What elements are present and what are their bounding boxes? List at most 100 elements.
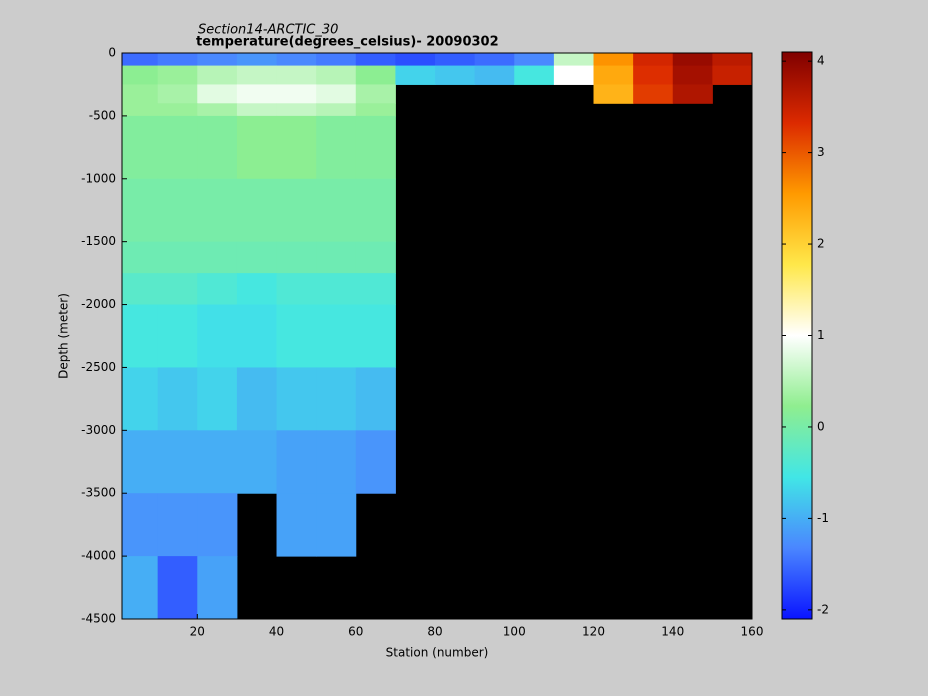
heatmap-cell [197,241,238,274]
heatmap-cell [122,115,159,180]
heatmap-cell [236,304,278,368]
heatmap-cell [157,493,198,557]
y-tick-label: -3500 [81,486,116,500]
heatmap-cell [355,430,396,494]
heatmap-cell [157,178,198,243]
colorbar-tick-label: 0 [817,419,825,433]
heatmap-cell [316,273,357,306]
x-tick-label: 60 [348,625,363,639]
heatmap-cell [122,273,159,306]
heatmap-cell [276,178,317,243]
y-tick-label: -500 [89,108,116,122]
heatmap-cell [122,304,159,368]
heatmap-cell [395,53,436,67]
y-tick-label: -1000 [81,171,116,185]
y-axis-label: Depth (meter) [57,293,71,379]
heatmap-cell [276,53,317,67]
heatmap-cell [276,493,317,557]
heatmap-cell [672,84,713,104]
heatmap-cell [236,84,278,104]
heatmap-cell [514,65,555,85]
y-tick-label: -1500 [81,234,116,248]
heatmap-cell [633,65,674,85]
heatmap-cell [276,304,317,368]
heatmap-cell [316,53,357,67]
heatmap-cell [197,367,238,431]
heatmap-cell [157,115,198,180]
chart-subtitle: temperature(degrees_celsius)- 20090302 [196,35,499,50]
heatmap-cell [157,367,198,431]
heatmap-cell [157,556,198,620]
heatmap-cell [672,65,713,85]
heatmap-cell [316,430,357,494]
heatmap-cell [316,103,357,117]
colorbar-tick-label: -1 [817,511,829,525]
y-tick-label: -4000 [81,549,116,563]
heatmap-cell [197,493,238,557]
heatmap-cell [236,241,278,274]
heatmap-cell [276,115,317,180]
heatmap-cell [236,367,278,431]
colorbar-tick-label: 4 [817,54,825,68]
heatmap-cell [197,178,238,243]
x-axis-label: Station (number) [386,646,489,660]
heatmap-cell [122,430,159,494]
heatmap-cell [355,84,396,104]
y-tick-label: -2500 [81,360,116,374]
heatmap-cell [157,241,198,274]
heatmap-cell [355,241,396,274]
heatmap-cell [276,241,317,274]
heatmap-cell [355,273,396,306]
heatmap-cell [593,53,634,67]
heatmap-cell [236,273,278,306]
heatmap-cell [672,53,713,67]
x-tick-label: 120 [582,625,605,639]
heatmap-cell [122,53,159,67]
heatmap-cell [553,53,595,67]
heatmap-cell [316,84,357,104]
heatmap-cell [514,53,555,67]
heatmap-cell [316,178,357,243]
heatmap-cell [197,103,238,117]
heatmap-cell [276,273,317,306]
y-tick-label: -4500 [81,612,116,626]
heatmap-cell [355,103,396,117]
x-tick-label: 160 [741,625,764,639]
heatmap-cell [316,367,357,431]
heatmap-cell [122,65,159,85]
heatmap-cell [122,241,159,274]
heatmap-cell [553,65,595,85]
heatmap-cell [316,115,357,180]
colorbar-tick-label: 1 [817,328,825,342]
heatmap-cell [122,367,159,431]
y-tick-label: -2000 [81,297,116,311]
x-tick-label: 20 [190,625,205,639]
heatmap-cell [355,65,396,85]
heatmap-cell [474,53,515,67]
heatmap-cell [355,53,396,67]
colorbar-tick-label: -2 [817,602,829,616]
heatmap-cell [197,273,238,306]
heatmap-cell [593,65,634,85]
heatmap-cell [236,65,278,85]
heatmap-cell [633,53,674,67]
heatmap-cell [157,65,198,85]
heatmap-cell [122,556,159,620]
x-tick-label: 100 [503,625,526,639]
plot-frame [121,52,753,620]
heatmap-cell [236,103,278,117]
heatmap-cell [712,65,753,85]
heatmap-cell [236,53,278,67]
heatmap-cell [157,84,198,104]
heatmap-cell [236,178,278,243]
heatmap-cell [157,430,198,494]
heatmap-cell [276,65,317,85]
heatmap-cell [197,115,238,180]
heatmap-cell [197,556,238,620]
heatmap-cell [355,115,396,180]
heatmap-cell [157,273,198,306]
x-tick-label: 80 [427,625,442,639]
heatmap-cell [474,65,515,85]
